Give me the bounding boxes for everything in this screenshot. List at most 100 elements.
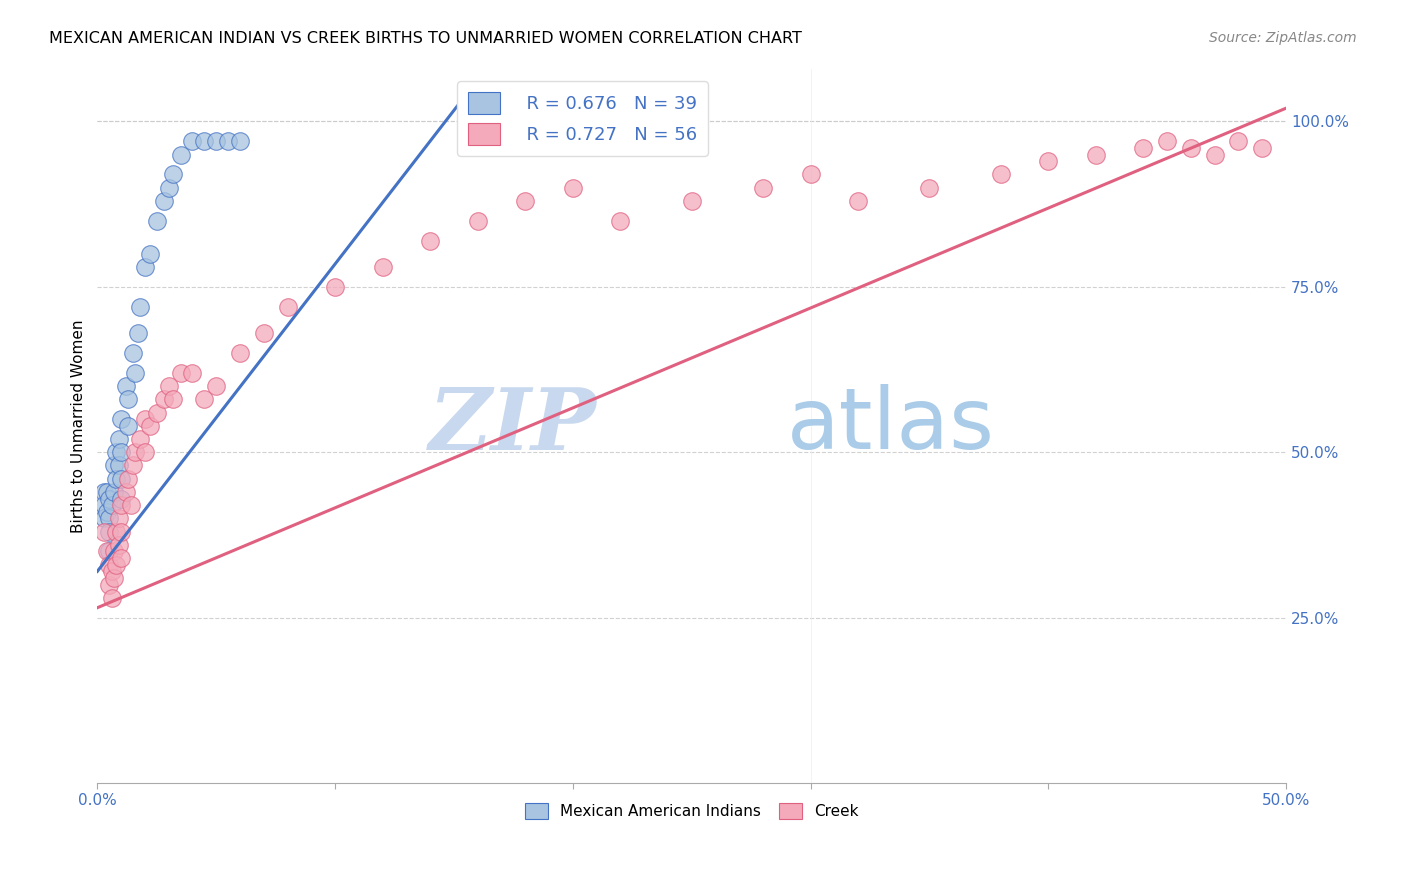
Point bbox=[229, 134, 252, 148]
Point bbox=[107, 538, 129, 552]
Point bbox=[846, 194, 869, 208]
Point bbox=[157, 379, 180, 393]
Point bbox=[124, 445, 146, 459]
Point bbox=[100, 498, 122, 512]
Point bbox=[146, 405, 169, 419]
Point bbox=[193, 134, 215, 148]
Text: MEXICAN AMERICAN INDIAN VS CREEK BIRTHS TO UNMARRIED WOMEN CORRELATION CHART: MEXICAN AMERICAN INDIAN VS CREEK BIRTHS … bbox=[49, 31, 801, 46]
Point bbox=[124, 366, 146, 380]
Point bbox=[138, 246, 160, 260]
Point bbox=[467, 213, 489, 227]
Point bbox=[990, 167, 1012, 181]
Point bbox=[129, 432, 152, 446]
Point bbox=[134, 445, 156, 459]
Point bbox=[117, 472, 139, 486]
Point bbox=[609, 213, 631, 227]
Point bbox=[146, 213, 169, 227]
Point bbox=[1251, 141, 1274, 155]
Point bbox=[96, 544, 118, 558]
Point bbox=[169, 147, 191, 161]
Point bbox=[110, 412, 132, 426]
Point bbox=[419, 234, 441, 248]
Point bbox=[217, 134, 239, 148]
Point bbox=[181, 134, 204, 148]
Point bbox=[277, 300, 299, 314]
Point bbox=[98, 558, 121, 572]
Text: atlas: atlas bbox=[787, 384, 994, 467]
Point bbox=[799, 167, 821, 181]
Point bbox=[157, 180, 180, 194]
Point bbox=[105, 445, 128, 459]
Point bbox=[323, 280, 346, 294]
Point bbox=[205, 134, 228, 148]
Point bbox=[96, 485, 118, 500]
Point bbox=[127, 326, 149, 340]
Point bbox=[122, 458, 145, 473]
Point bbox=[110, 498, 132, 512]
Point bbox=[110, 445, 132, 459]
Point bbox=[115, 379, 138, 393]
Point bbox=[515, 194, 537, 208]
Point bbox=[103, 571, 125, 585]
Point bbox=[107, 458, 129, 473]
Point bbox=[105, 524, 128, 539]
Text: ZIP: ZIP bbox=[429, 384, 596, 467]
Point bbox=[98, 577, 121, 591]
Y-axis label: Births to Unmarried Women: Births to Unmarried Women bbox=[72, 319, 86, 533]
Point bbox=[96, 505, 118, 519]
Point bbox=[162, 392, 184, 407]
Point bbox=[918, 180, 941, 194]
Point bbox=[98, 511, 121, 525]
Point bbox=[253, 326, 276, 340]
Point bbox=[561, 180, 583, 194]
Point bbox=[110, 524, 132, 539]
Legend: Mexican American Indians, Creek: Mexican American Indians, Creek bbox=[519, 797, 865, 825]
Point bbox=[105, 472, 128, 486]
Point bbox=[371, 260, 394, 274]
Point bbox=[1132, 141, 1154, 155]
Point bbox=[93, 485, 115, 500]
Point bbox=[153, 392, 176, 407]
Point bbox=[103, 458, 125, 473]
Point bbox=[103, 485, 125, 500]
Point bbox=[107, 511, 129, 525]
Point bbox=[169, 366, 191, 380]
Point bbox=[1180, 141, 1202, 155]
Point bbox=[1038, 154, 1060, 169]
Point bbox=[117, 392, 139, 407]
Text: Source: ZipAtlas.com: Source: ZipAtlas.com bbox=[1209, 31, 1357, 45]
Point bbox=[100, 565, 122, 579]
Point bbox=[1084, 147, 1107, 161]
Point bbox=[110, 551, 132, 566]
Point bbox=[752, 180, 775, 194]
Point bbox=[134, 412, 156, 426]
Point bbox=[193, 392, 215, 407]
Point bbox=[110, 491, 132, 506]
Point bbox=[1227, 134, 1250, 148]
Point bbox=[181, 366, 204, 380]
Point bbox=[98, 524, 121, 539]
Point bbox=[1204, 147, 1226, 161]
Point bbox=[93, 511, 115, 525]
Point bbox=[100, 591, 122, 605]
Point bbox=[103, 544, 125, 558]
Point bbox=[138, 418, 160, 433]
Point bbox=[681, 194, 703, 208]
Point bbox=[162, 167, 184, 181]
Point bbox=[1156, 134, 1178, 148]
Point bbox=[98, 544, 121, 558]
Point bbox=[120, 498, 142, 512]
Point bbox=[115, 485, 138, 500]
Point bbox=[134, 260, 156, 274]
Point bbox=[129, 300, 152, 314]
Point bbox=[107, 432, 129, 446]
Point bbox=[93, 498, 115, 512]
Point bbox=[153, 194, 176, 208]
Point bbox=[110, 472, 132, 486]
Point bbox=[98, 491, 121, 506]
Point bbox=[205, 379, 228, 393]
Point bbox=[105, 558, 128, 572]
Point bbox=[93, 524, 115, 539]
Point bbox=[229, 346, 252, 360]
Point bbox=[122, 346, 145, 360]
